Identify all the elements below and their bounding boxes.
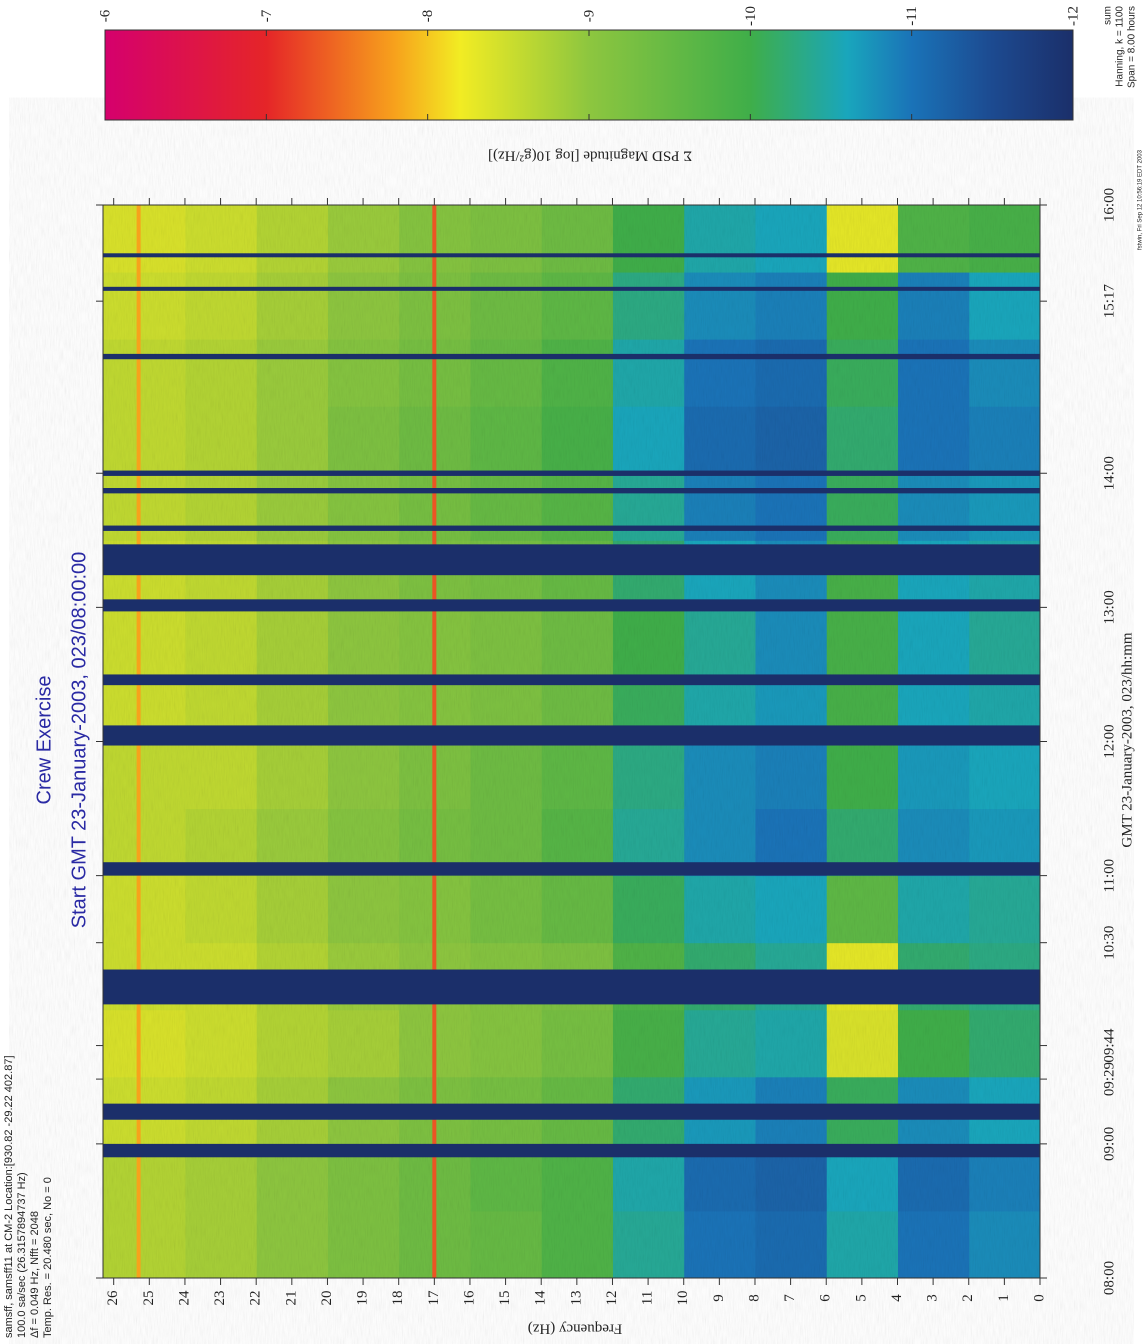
y-tick-label: 09:29: [1101, 1062, 1117, 1096]
x-tick-label: 19: [355, 1291, 371, 1306]
x-tick-label: 3: [925, 1294, 941, 1302]
x-tick-label: 11: [640, 1291, 656, 1305]
x-tick-label: 23: [212, 1291, 228, 1306]
chart-title: Crew Exercise: [33, 676, 55, 805]
x-tick-label: 14: [533, 1290, 549, 1306]
colorbar-tick-label: -6: [97, 9, 113, 22]
y-tick-label: 08:00: [1101, 1261, 1117, 1295]
data-gap: [103, 725, 1040, 746]
x-tick-label: 1: [996, 1294, 1012, 1302]
colorbar-tick-label: -11: [904, 6, 920, 25]
colorbar-tick-label: -9: [581, 10, 597, 23]
x-tick-label: 8: [746, 1294, 762, 1302]
data-gap: [103, 674, 1040, 686]
x-tick-label: 17: [426, 1290, 442, 1306]
y-tick-label: 12:00: [1101, 724, 1117, 758]
x-tick-label: 24: [176, 1290, 192, 1306]
x-tick-label: 26: [105, 1290, 121, 1306]
x-tick-label: 20: [319, 1291, 335, 1306]
info-line: Temp. Res. = 20.480 sec, No = 0: [42, 1177, 54, 1338]
colorbar: [104, 29, 1074, 121]
x-tick-label: 18: [390, 1291, 406, 1306]
data-gap: [103, 1143, 1040, 1158]
x-tick-label: 10: [675, 1291, 691, 1306]
x-tick-label: 7: [782, 1294, 798, 1302]
x-tick-label: 5: [853, 1294, 869, 1302]
y-tick-label: 10:30: [1101, 926, 1117, 960]
y-tick-label: 11:00: [1101, 859, 1117, 893]
data-gap: [103, 525, 1040, 531]
data-gap: [103, 253, 1040, 258]
x-axis-label: Frequency (Hz): [528, 1321, 623, 1337]
y-tick-label: 09:44: [1101, 1028, 1117, 1063]
colorbar-tick-label: -8: [420, 10, 436, 23]
settings-line: Hanning, k = 1100: [1115, 6, 1126, 87]
chart-subtitle: Start GMT 23-January-2003, 023/08:00:00: [68, 552, 90, 929]
x-tick-label: 16: [461, 1290, 477, 1306]
y-tick-label: 16:00: [1101, 188, 1117, 222]
x-tick-label: 6: [818, 1294, 834, 1302]
data-gap: [103, 599, 1040, 612]
x-tick-label: 9: [711, 1294, 727, 1302]
data-gap: [103, 488, 1040, 494]
y-axis-label: GMT 23-January-2003, 023/hh:mm: [1119, 632, 1135, 847]
colorbar-label: Σ PSD Magnitude [log 10(g²/Hz)]: [488, 148, 692, 164]
data-gap: [103, 353, 1040, 360]
colorbar-tick-label: -10: [743, 6, 759, 26]
x-tick-label: 0: [1031, 1294, 1047, 1302]
timestamp: fstwin, Fri Sep 12 10:56:19 EDT 2003: [1138, 149, 1144, 250]
settings-line: Span = 8.00 hours: [1127, 6, 1138, 88]
data-gap: [103, 1103, 1040, 1120]
y-tick-label: 15:17: [1101, 284, 1117, 319]
x-tick-label: 12: [604, 1291, 620, 1306]
x-tick-label: 25: [141, 1291, 157, 1306]
y-tick-label: 14:00: [1101, 456, 1117, 490]
x-tick-label: 22: [248, 1291, 264, 1306]
data-gap: [103, 969, 1040, 1005]
x-tick-label: 21: [283, 1291, 299, 1306]
x-tick-label: 2: [960, 1294, 976, 1302]
colorbar-tick-label: -12: [1065, 6, 1081, 26]
x-tick-label: 13: [568, 1291, 584, 1306]
info-line: 100.0 sa/sec (26.3157894737 Hz): [16, 1172, 28, 1338]
data-gap: [103, 470, 1040, 476]
settings-line: sum: [1103, 6, 1114, 25]
colorbar-tick-label: -7: [259, 9, 275, 22]
x-tick-label: 15: [497, 1291, 513, 1306]
info-line: samsff, samsff11 at CM-2 Location:[930.8…: [3, 1056, 15, 1339]
data-gap: [103, 544, 1040, 576]
y-tick-label: 09:00: [1101, 1127, 1117, 1161]
info-line: Δf = 0.049 Hz, Nfft = 2048: [29, 1211, 41, 1338]
y-tick-label: 13:00: [1101, 590, 1117, 624]
x-tick-label: 4: [889, 1294, 905, 1302]
data-gap: [103, 862, 1040, 876]
data-gap: [103, 286, 1040, 291]
